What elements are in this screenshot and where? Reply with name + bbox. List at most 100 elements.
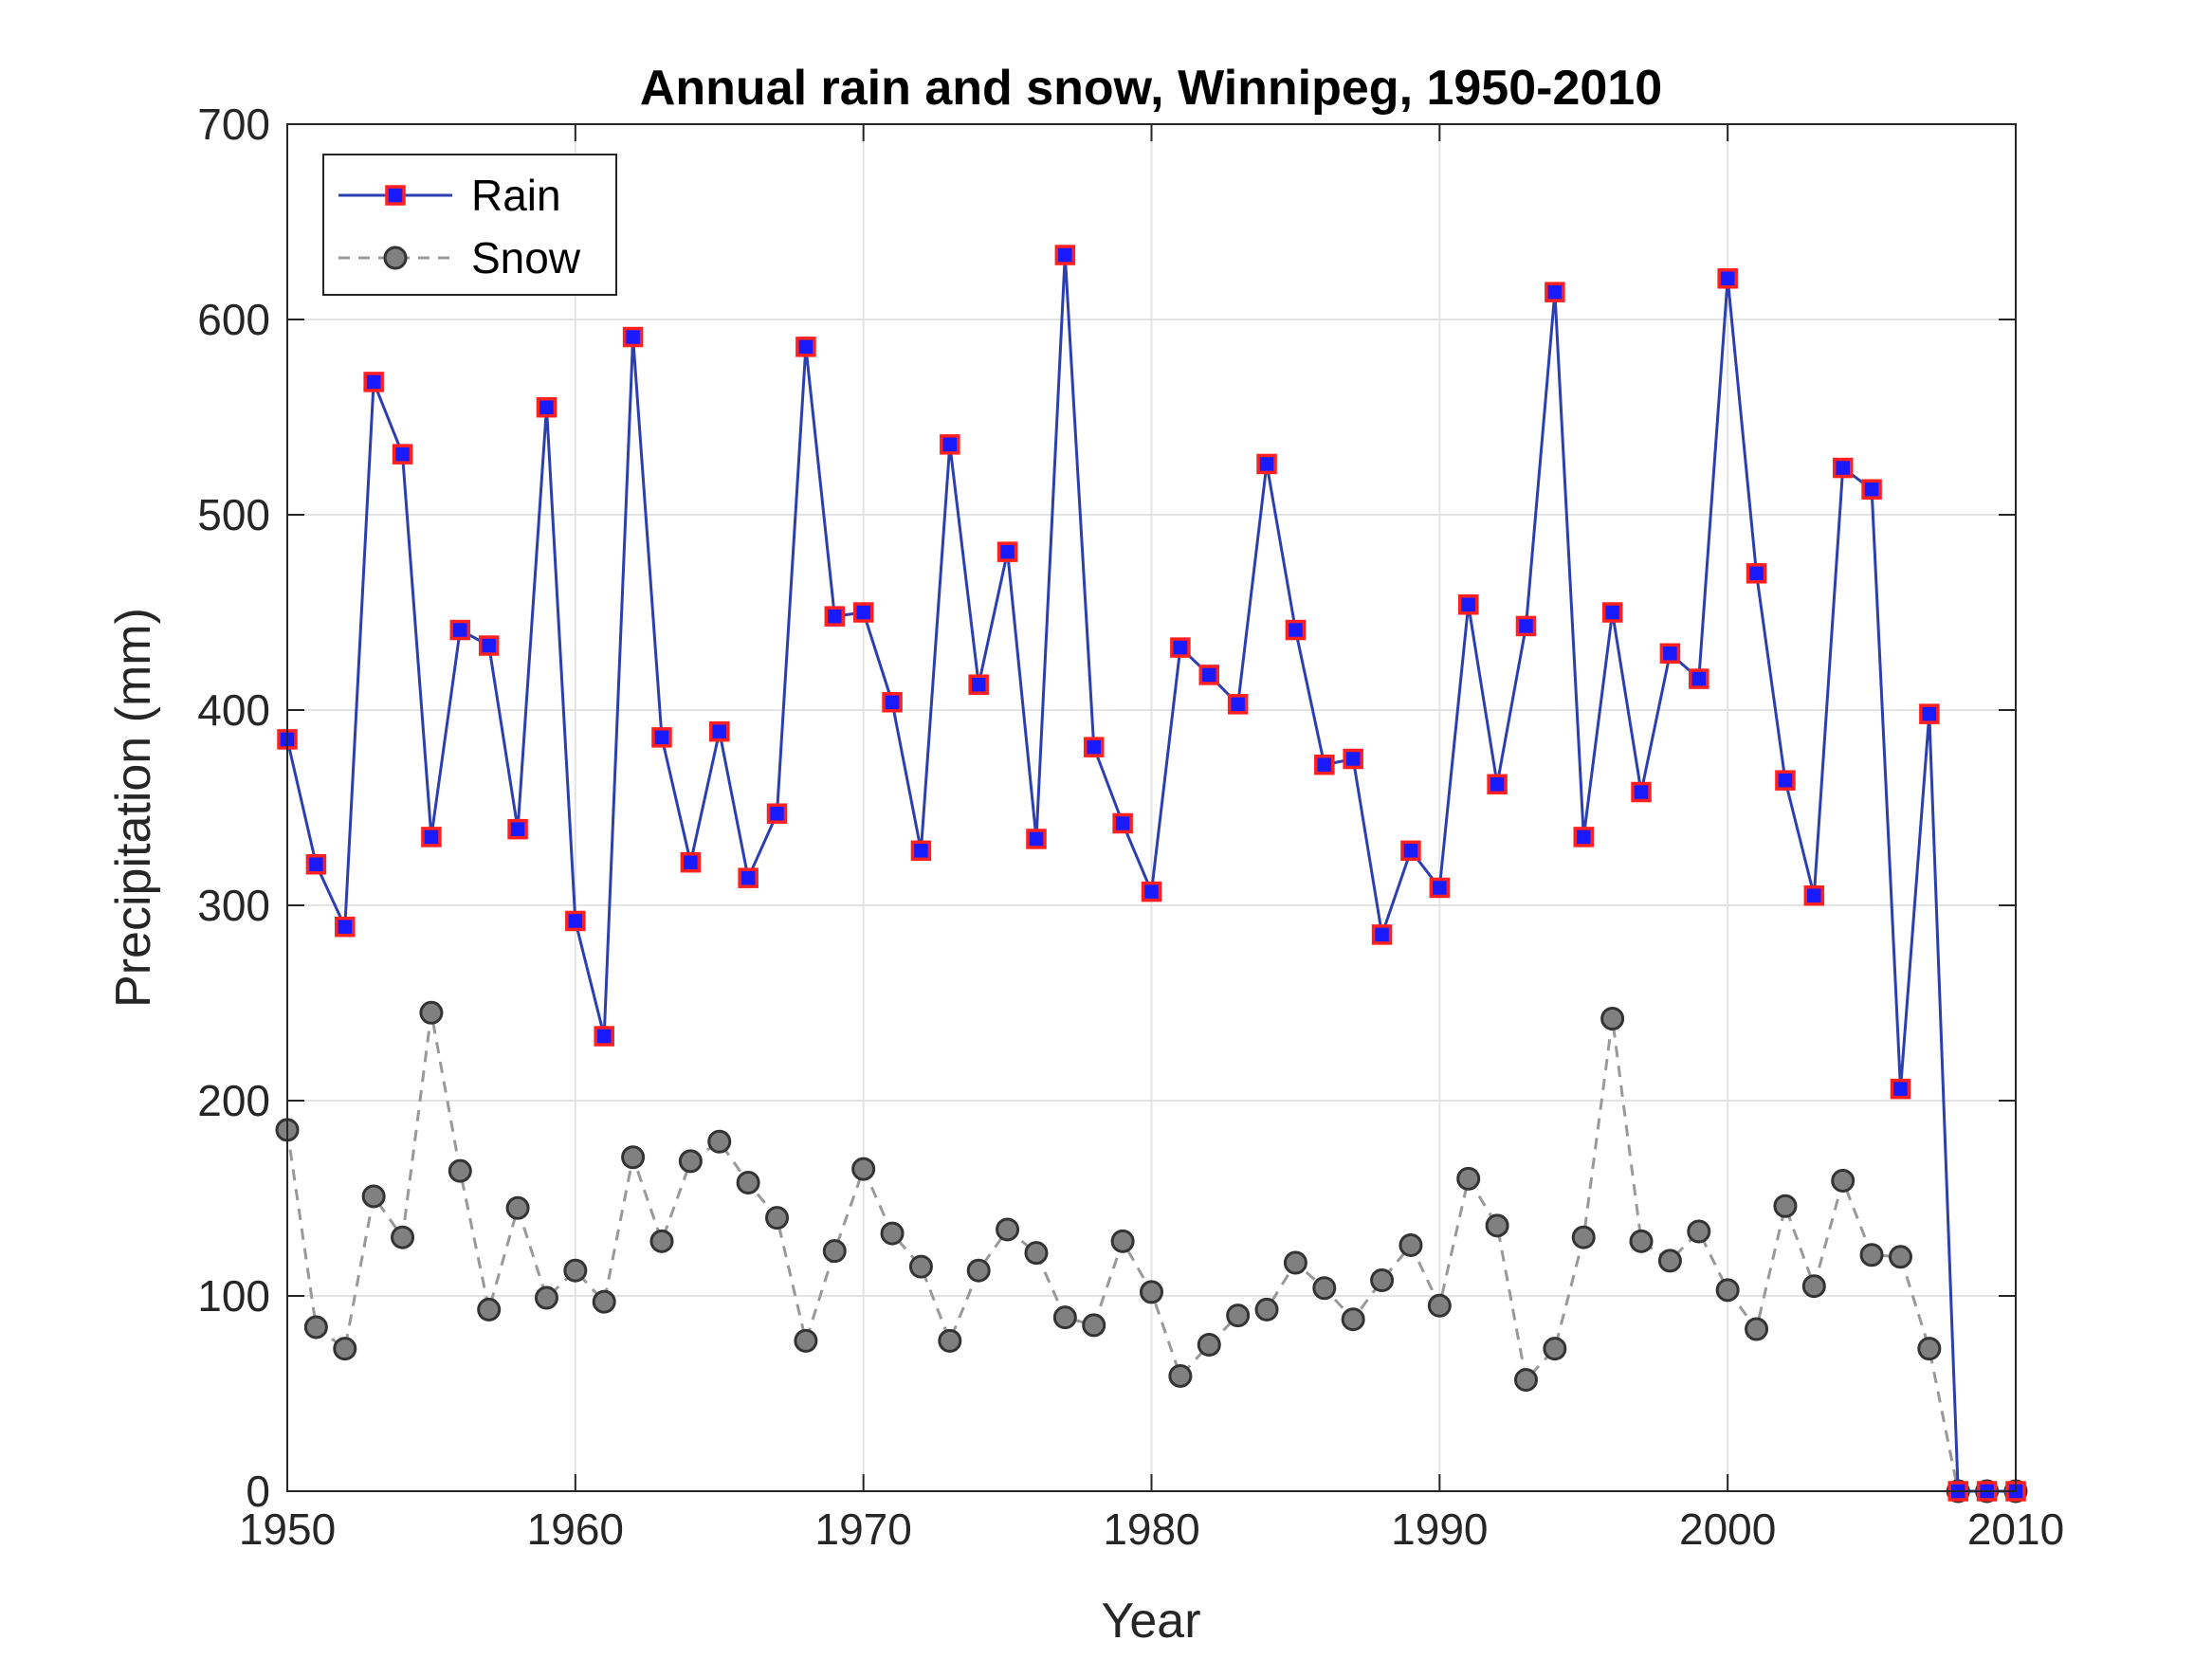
snow-point <box>1110 1229 1135 1253</box>
rain-point <box>421 827 442 848</box>
rain-point <box>940 434 960 455</box>
snow-point <box>621 1145 646 1170</box>
snow-point <box>1888 1245 1912 1269</box>
snow-point <box>391 1225 415 1249</box>
rain-point <box>1659 643 1681 665</box>
snow-point <box>592 1289 616 1314</box>
snow-point <box>908 1254 933 1279</box>
x-tick-label: 1970 <box>814 1504 911 1554</box>
series-layer <box>275 245 2028 1504</box>
rain-point <box>1717 267 1738 289</box>
rain-point <box>1141 881 1162 902</box>
rain-point <box>1285 619 1307 641</box>
snow-point <box>1917 1337 1942 1361</box>
snow-point <box>649 1229 674 1253</box>
y-tick-label: 0 <box>246 1467 270 1516</box>
rain-point <box>507 818 528 840</box>
snow-point <box>1687 1219 1711 1244</box>
rain-point <box>1832 457 1854 479</box>
y-tick-label: 200 <box>197 1076 270 1125</box>
x-tick-label: 1990 <box>1391 1504 1488 1554</box>
rain-point <box>1746 563 1767 584</box>
rain-point <box>392 444 413 465</box>
rain-point <box>795 337 816 357</box>
snow-point <box>448 1158 472 1183</box>
rain-point <box>1890 1078 1911 1100</box>
rain-point <box>622 326 644 348</box>
rain-point <box>1775 770 1796 791</box>
snow-point <box>563 1258 588 1283</box>
snow-point <box>1370 1268 1395 1293</box>
x-tick-label: 2010 <box>1967 1504 2064 1554</box>
rain-point <box>1919 703 1940 724</box>
y-axis-label: Precipitation (mm) <box>106 608 161 1008</box>
snow-point <box>477 1297 502 1322</box>
rain-point <box>449 619 471 641</box>
snow-point <box>851 1157 876 1181</box>
snow-point <box>1859 1243 1884 1267</box>
snow-point <box>1254 1297 1279 1322</box>
rain-point <box>1861 479 1882 500</box>
snow-point <box>1283 1250 1307 1275</box>
snow-point <box>1629 1229 1654 1253</box>
rain-point <box>738 867 759 888</box>
rain-point <box>565 910 586 932</box>
rain-point <box>910 840 932 862</box>
snow-point <box>333 1337 357 1361</box>
ticks <box>286 123 2017 1492</box>
rain-point <box>1256 453 1277 475</box>
y-tick-label: 700 <box>197 100 270 149</box>
snow-point <box>361 1184 386 1209</box>
rain-point <box>996 541 1018 562</box>
legend: Rain Snow <box>322 154 617 296</box>
snow-point <box>1024 1241 1049 1266</box>
x-axis-label: Year <box>1101 1594 1200 1649</box>
y-tick-label: 300 <box>197 881 270 930</box>
rain-point <box>1026 829 1047 849</box>
legend-marker <box>385 185 406 206</box>
x-tick-label: 1980 <box>1103 1504 1199 1554</box>
snow-point <box>1456 1166 1481 1191</box>
rain-point <box>1314 754 1335 775</box>
snow-point <box>996 1217 1020 1242</box>
snow-point <box>534 1285 558 1310</box>
rain-point <box>1198 665 1220 685</box>
snow-series <box>275 1000 2028 1504</box>
rain-point <box>882 692 903 713</box>
rain-point <box>363 372 384 392</box>
rain-point <box>1343 748 1363 770</box>
y-tick-label: 600 <box>197 295 270 344</box>
snow-point <box>966 1258 991 1283</box>
rain-point <box>1545 282 1565 302</box>
rain-point <box>680 851 702 873</box>
snow-point <box>1773 1194 1798 1218</box>
rain-point <box>1631 781 1652 803</box>
rain-point <box>1429 877 1451 899</box>
snow-point <box>1831 1168 1856 1193</box>
rain-point <box>824 606 846 627</box>
rain-point <box>1601 602 1623 623</box>
rain-point <box>1689 668 1709 689</box>
snow-point <box>1140 1280 1163 1304</box>
x-tick-label: 2000 <box>1679 1504 1776 1554</box>
rain-point <box>335 916 356 938</box>
snow-point <box>1571 1225 1596 1249</box>
snow-point <box>1312 1276 1337 1301</box>
chart-title: Annual rain and snow, Winnipeg, 1950-201… <box>640 61 1662 116</box>
snow-point <box>505 1195 530 1220</box>
x-tick-label: 1950 <box>239 1504 336 1554</box>
snow-point <box>1485 1213 1509 1238</box>
legend-item-snow: Snow <box>338 233 581 283</box>
rain-point <box>1083 737 1105 757</box>
rain-point <box>305 853 327 875</box>
snow-point <box>419 1000 444 1025</box>
legend-label: Rain <box>471 171 561 220</box>
snow-point <box>678 1149 703 1174</box>
snow-point <box>736 1171 760 1195</box>
rain-point <box>968 674 989 695</box>
snow-point <box>707 1129 732 1154</box>
rain-point <box>1515 615 1537 637</box>
rain-point <box>709 720 730 742</box>
rain-point <box>852 602 874 623</box>
